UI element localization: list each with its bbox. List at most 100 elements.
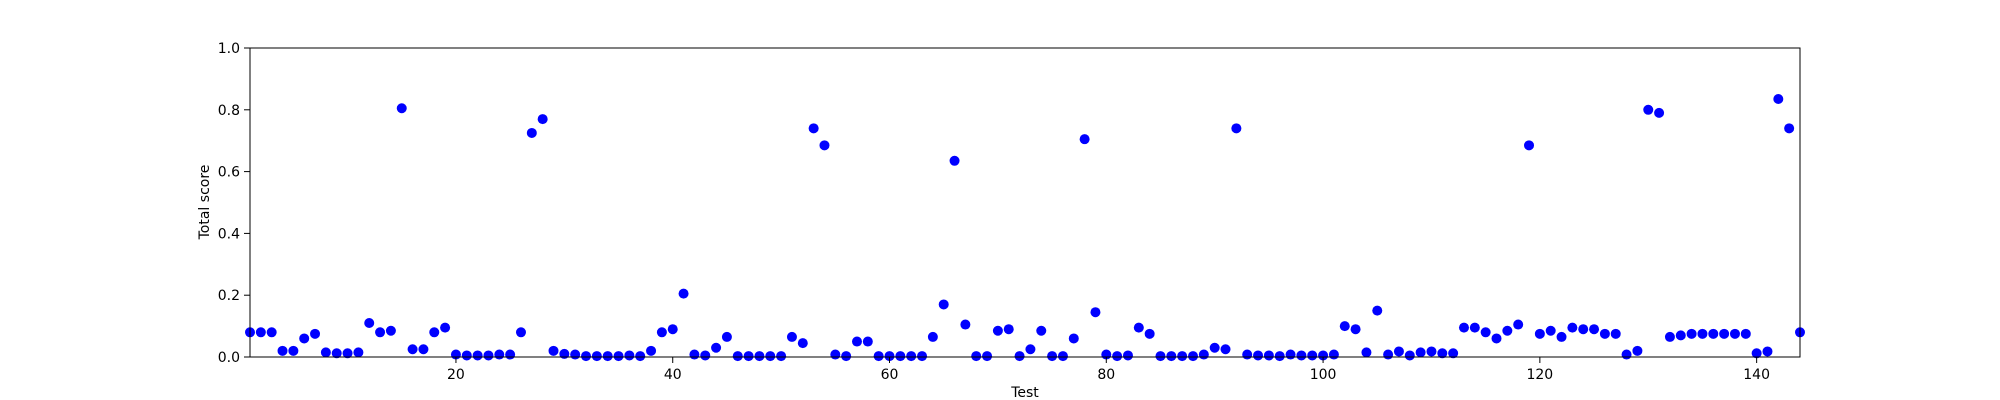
data-point (375, 327, 386, 338)
data-point (732, 351, 743, 362)
data-point (1209, 342, 1220, 353)
data-point (1437, 348, 1448, 359)
data-point (808, 123, 819, 134)
data-point (1263, 350, 1274, 361)
data-point (1079, 134, 1090, 145)
data-point (472, 350, 483, 361)
data-point (288, 345, 299, 356)
data-point (1469, 322, 1480, 333)
data-point (407, 344, 418, 355)
data-point (1328, 349, 1339, 360)
data-point (1675, 330, 1686, 341)
x-tick-label: 20 (447, 367, 465, 383)
data-point (1415, 347, 1426, 358)
data-point (1534, 328, 1545, 339)
data-point (895, 351, 906, 362)
data-point (862, 336, 873, 347)
data-point (982, 351, 993, 362)
data-point (591, 351, 602, 362)
data-point (1155, 351, 1166, 362)
y-axis-label: Total score (197, 165, 213, 241)
y-tick-label: 0.2 (218, 288, 240, 304)
data-point (711, 342, 722, 353)
data-point (483, 350, 494, 361)
data-point (1632, 345, 1643, 356)
data-point (1253, 350, 1264, 361)
data-point (743, 351, 754, 362)
data-point (559, 348, 570, 359)
x-tick-label: 80 (1097, 367, 1115, 383)
data-point (1003, 324, 1014, 335)
data-point (1231, 123, 1242, 134)
data-point (1014, 351, 1025, 362)
x-tick-label: 120 (1526, 367, 1553, 383)
data-point (1697, 328, 1708, 339)
data-point (1610, 328, 1621, 339)
data-point (992, 325, 1003, 336)
data-point (299, 333, 310, 344)
data-point (830, 349, 841, 360)
y-axis-ticks: 0.0 0.2 0.4 0.6 0.8 1.0 (218, 41, 250, 366)
data-point (353, 347, 364, 358)
data-point (635, 351, 646, 362)
x-axis-label: Test (1010, 385, 1039, 400)
data-point (1556, 331, 1567, 342)
data-point (1448, 348, 1459, 359)
data-point (570, 349, 581, 360)
data-point (1719, 328, 1730, 339)
data-point (851, 336, 862, 347)
data-point (1350, 324, 1361, 335)
data-point (1198, 349, 1209, 360)
data-point (1372, 305, 1383, 316)
data-point (320, 347, 331, 358)
data-point (1025, 344, 1036, 355)
data-point (1274, 351, 1285, 362)
data-point (1524, 140, 1535, 151)
plot-frame (249, 47, 1801, 358)
data-point (1686, 328, 1697, 339)
data-point (917, 351, 928, 362)
data-point (494, 349, 505, 360)
data-point (537, 114, 548, 125)
data-point (1122, 350, 1133, 361)
data-point (385, 325, 396, 336)
data-point (1393, 346, 1404, 357)
data-point (1144, 328, 1155, 339)
data-point (873, 351, 884, 362)
data-point (949, 155, 960, 166)
x-axis-ticks: 20 40 60 80 100 120 140 (447, 357, 1770, 383)
data-point (1589, 324, 1600, 335)
data-point (396, 103, 407, 114)
x-tick-label: 40 (664, 367, 682, 383)
data-point (277, 345, 288, 356)
data-point (266, 327, 277, 338)
data-point (776, 351, 787, 362)
data-point (938, 299, 949, 310)
data-point (1220, 344, 1231, 355)
data-point (971, 351, 982, 362)
data-point (255, 327, 266, 338)
data-point (700, 350, 711, 361)
x-tick-label: 100 (1310, 367, 1337, 383)
data-point (515, 327, 526, 338)
data-point (1784, 123, 1795, 134)
data-point (1578, 324, 1589, 335)
data-point (548, 345, 559, 356)
data-point (656, 327, 667, 338)
data-point (310, 328, 321, 339)
y-tick-label: 0.6 (218, 165, 240, 181)
data-point (1426, 346, 1437, 357)
data-point (418, 344, 429, 355)
data-point (1762, 346, 1773, 357)
data-point (1404, 350, 1415, 361)
data-point (1133, 322, 1144, 333)
y-tick-label: 0.0 (218, 350, 240, 366)
data-point (1285, 349, 1296, 360)
data-point (1112, 351, 1123, 362)
data-point (1296, 350, 1307, 361)
data-point (1491, 333, 1502, 344)
data-point (1643, 104, 1654, 115)
data-point (1740, 328, 1751, 339)
y-tick-label: 1.0 (218, 41, 240, 57)
